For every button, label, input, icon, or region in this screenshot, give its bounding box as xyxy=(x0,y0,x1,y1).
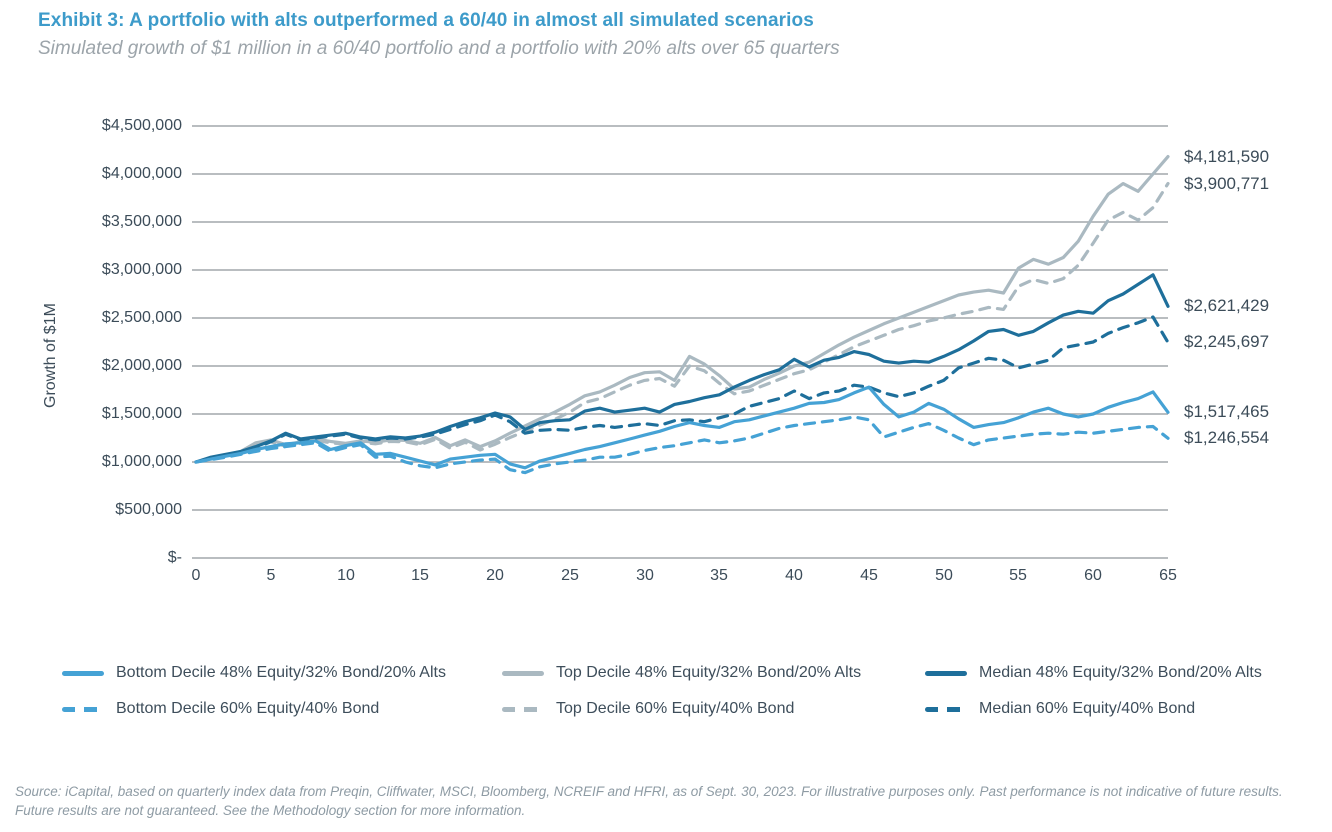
end-value-label: $3,900,771 xyxy=(1184,174,1270,193)
end-value-label: $2,245,697 xyxy=(1184,332,1270,351)
dashed-line-swatch-lightblue xyxy=(62,706,104,712)
exhibit-title: Exhibit 3: A portfolio with alts outperf… xyxy=(38,10,814,31)
x-tick-label: 65 xyxy=(1159,567,1177,584)
x-tick-label: 20 xyxy=(486,567,504,584)
x-tick-label: 45 xyxy=(860,567,878,584)
y-tick-label: $- xyxy=(167,549,182,566)
x-tick-label: 35 xyxy=(710,567,728,584)
y-tick-label: $3,000,000 xyxy=(101,261,182,278)
dashed-line-swatch-gray xyxy=(502,706,544,712)
end-value-label: $1,517,465 xyxy=(1184,402,1270,421)
legend-item-median-alts: Median 48% Equity/32% Bond/20% Alts xyxy=(925,662,1262,684)
y-tick-label: $4,500,000 xyxy=(101,117,182,134)
source-disclaimer-text: Source: iCapital, based on quarterly ind… xyxy=(15,784,1283,818)
solid-line-swatch-gray xyxy=(502,670,544,676)
y-tick-label: $3,500,000 xyxy=(101,213,182,230)
series-line-median-60-equity-40-bond xyxy=(194,315,1170,464)
legend-label: Top Decile 48% Equity/32% Bond/20% Alts xyxy=(556,664,862,681)
legend-label: Bottom Decile 60% Equity/40% Bond xyxy=(116,700,380,717)
y-tick-label: $2,000,000 xyxy=(101,357,182,374)
solid-line-swatch-darkblue xyxy=(925,670,967,676)
y-tick-label: $500,000 xyxy=(115,501,182,518)
series-line-bottom-decile-48-equity-32-bond-20-alts xyxy=(194,385,1170,470)
series-line-median-48-equity-32-bond-20-alts xyxy=(194,273,1170,464)
legend-item-bottom-decile-6040: Bottom Decile 60% Equity/40% Bond xyxy=(62,698,379,720)
x-tick-label: 10 xyxy=(337,567,355,584)
x-tick-label: 15 xyxy=(411,567,429,584)
exhibit-subtitle: Simulated growth of $1 million in a 60/4… xyxy=(38,38,840,59)
x-tick-label: 50 xyxy=(935,567,953,584)
legend-item-top-decile-alts: Top Decile 48% Equity/32% Bond/20% Alts xyxy=(502,662,861,684)
dashed-line-swatch-darkblue xyxy=(925,706,967,712)
y-tick-label: $2,500,000 xyxy=(101,309,182,326)
end-value-label: $4,181,590 xyxy=(1184,147,1270,166)
y-tick-label: $4,000,000 xyxy=(101,165,182,182)
end-value-label: $1,246,554 xyxy=(1184,428,1270,447)
x-tick-label: 40 xyxy=(785,567,803,584)
y-tick-label: $1,000,000 xyxy=(101,453,182,470)
x-tick-label: 5 xyxy=(266,567,276,584)
end-value-label: $2,621,429 xyxy=(1184,296,1270,315)
legend-label: Median 48% Equity/32% Bond/20% Alts xyxy=(979,664,1262,681)
solid-line-swatch-lightblue xyxy=(62,670,104,676)
x-tick-label: 0 xyxy=(191,567,201,584)
legend-label: Median 60% Equity/40% Bond xyxy=(979,700,1196,717)
line-chart-plot xyxy=(192,125,1170,559)
series-line-bottom-decile-60-equity-40-bond xyxy=(194,415,1170,475)
legend-label: Top Decile 60% Equity/40% Bond xyxy=(556,700,795,717)
x-tick-label: 25 xyxy=(561,567,579,584)
x-tick-label: 30 xyxy=(636,567,654,584)
legend-item-bottom-decile-alts: Bottom Decile 48% Equity/32% Bond/20% Al… xyxy=(62,662,446,684)
x-tick-label: 60 xyxy=(1084,567,1102,584)
x-tick-label: 55 xyxy=(1009,567,1027,584)
legend-item-top-decile-6040: Top Decile 60% Equity/40% Bond xyxy=(502,698,794,720)
legend-label: Bottom Decile 48% Equity/32% Bond/20% Al… xyxy=(116,664,446,681)
y-tick-label: $1,500,000 xyxy=(101,405,182,422)
legend-item-median-6040: Median 60% Equity/40% Bond xyxy=(925,698,1195,720)
